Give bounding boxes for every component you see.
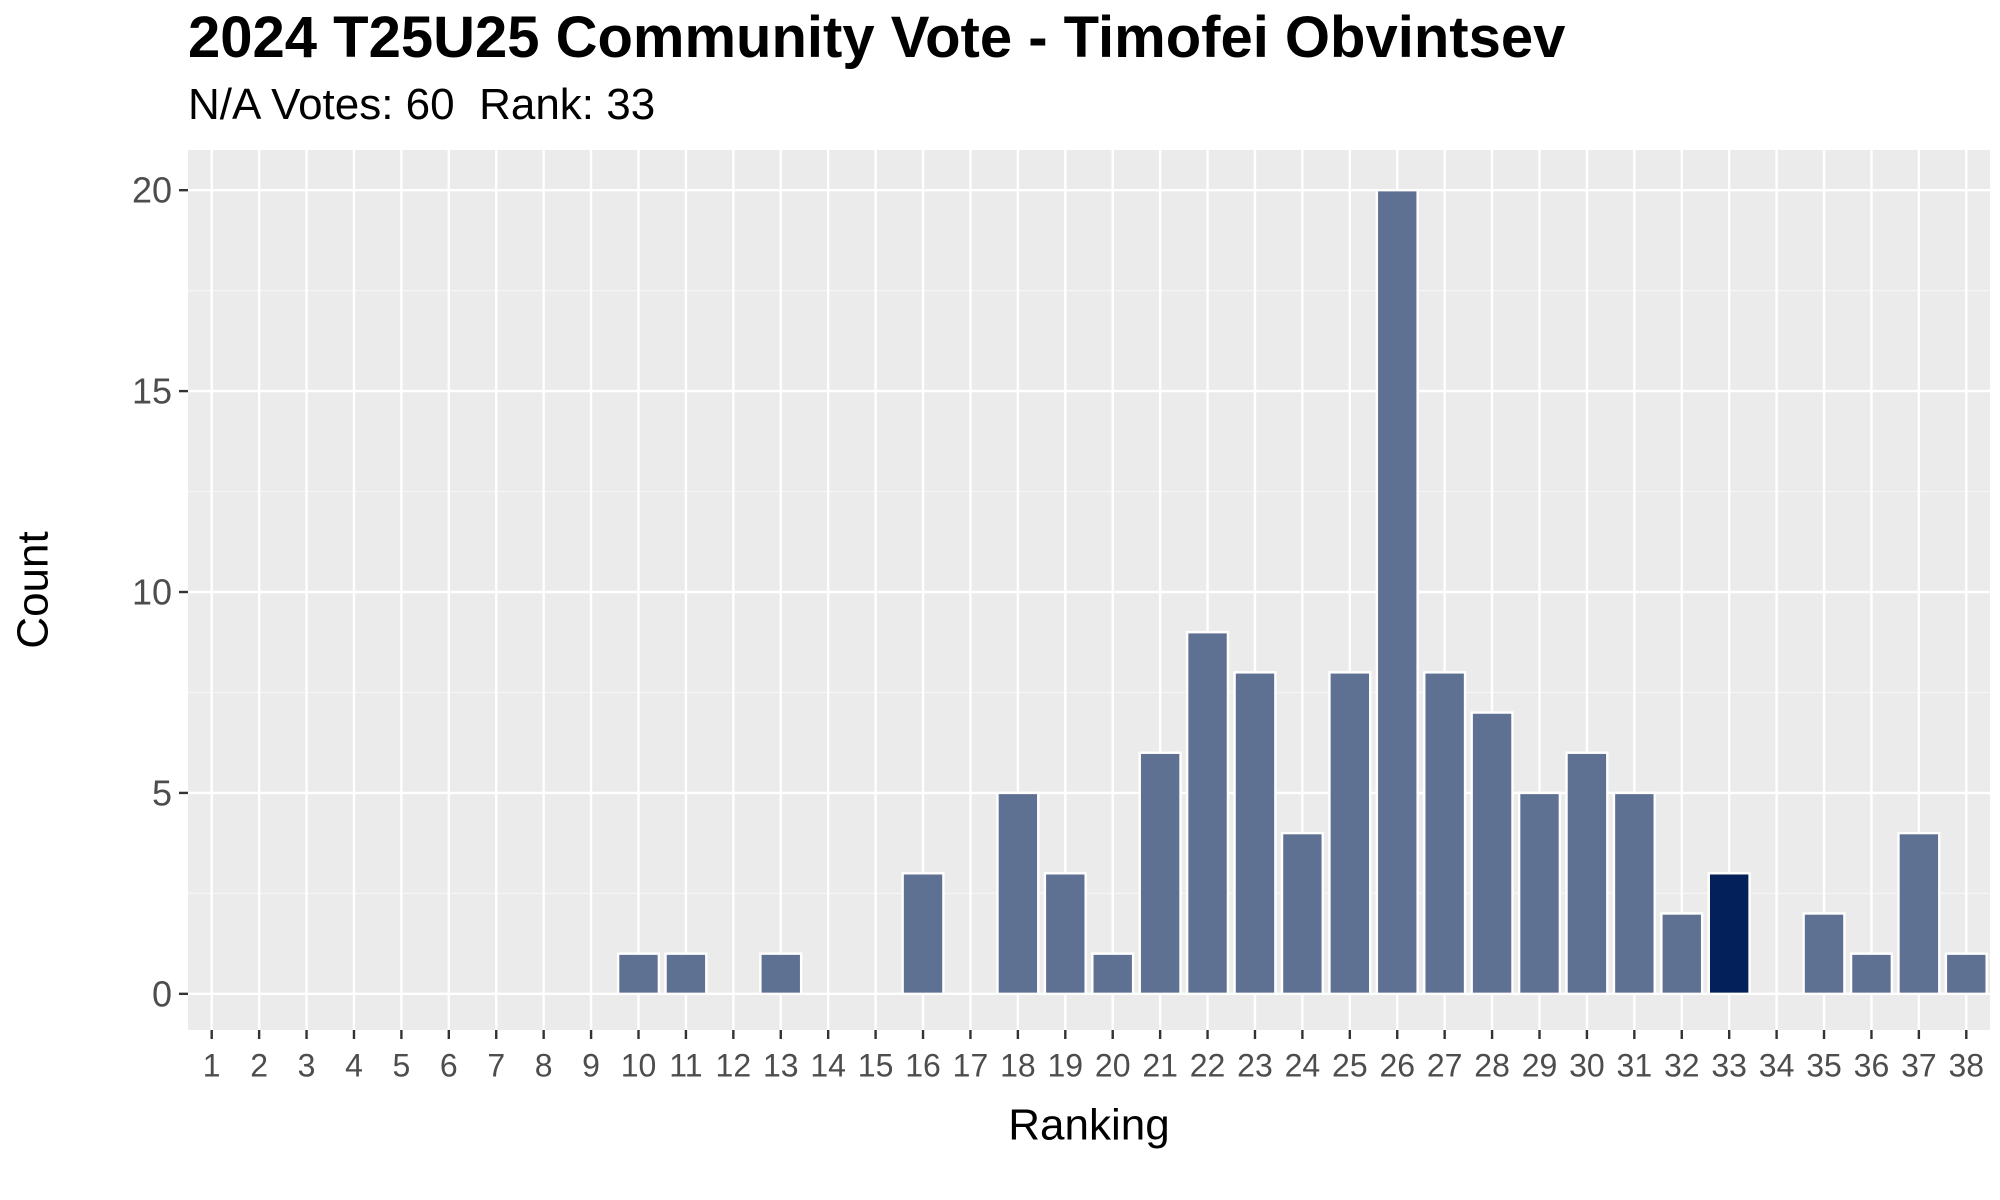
- x-tick-label: 27: [1427, 1047, 1463, 1083]
- y-axis-title: Count: [9, 531, 58, 648]
- x-tick-label: 5: [392, 1047, 410, 1083]
- x-tick-label: 21: [1142, 1047, 1178, 1083]
- x-tick-label: 37: [1901, 1047, 1937, 1083]
- x-tick-label: 24: [1285, 1047, 1321, 1083]
- bar: [1612, 791, 1656, 996]
- bar: [1185, 630, 1230, 996]
- x-tick-label: 10: [621, 1047, 657, 1083]
- x-tick-label: 29: [1522, 1047, 1558, 1083]
- x-tick-label: 17: [953, 1047, 989, 1083]
- bar-highlighted: [1707, 872, 1751, 996]
- bar: [1233, 671, 1277, 996]
- x-tick-label: 22: [1190, 1047, 1226, 1083]
- x-tick-label: 19: [1047, 1047, 1083, 1083]
- plot-panel: [188, 150, 1990, 1030]
- bar: [1043, 872, 1087, 996]
- y-tick-label: 5: [152, 772, 172, 813]
- x-tick-label: 11: [669, 1047, 702, 1083]
- x-axis-ticks: 1 2 3 4 5 6 7 8 9 10 11 12 13 14 15 16 17 18 19 20 21 22 23 24 2…: [203, 1030, 1984, 1083]
- y-axis-ticks: 0 5 10 15 20: [132, 170, 188, 1014]
- chart-title: 2024 T25U25 Community Vote - Timofei Obv…: [188, 5, 1566, 70]
- x-tick-label: 12: [716, 1047, 752, 1083]
- x-tick-label: 34: [1759, 1047, 1795, 1083]
- x-tick-label: 20: [1095, 1047, 1131, 1083]
- y-tick-label: 20: [132, 170, 172, 211]
- bar: [901, 872, 945, 996]
- chart-subtitle: N/A Votes: 60 Rank: 33: [188, 80, 656, 129]
- bar: [996, 791, 1040, 996]
- x-tick-label: 6: [440, 1047, 458, 1083]
- x-tick-label: 28: [1474, 1047, 1510, 1083]
- bar: [1328, 671, 1372, 996]
- y-tick-label: 0: [152, 973, 172, 1014]
- bar: [1565, 751, 1609, 996]
- bar: [1660, 912, 1704, 996]
- x-tick-label: 18: [1000, 1047, 1036, 1083]
- bar: [759, 952, 803, 996]
- x-tick-label: 15: [858, 1047, 894, 1083]
- bar: [1138, 751, 1182, 996]
- x-tick-label: 14: [810, 1047, 846, 1083]
- x-tick-label: 9: [582, 1047, 600, 1083]
- bar: [1470, 711, 1514, 996]
- x-tick-label: 13: [763, 1047, 799, 1083]
- x-tick-label: 8: [535, 1047, 553, 1083]
- bar: [1944, 952, 1988, 996]
- x-tick-label: 7: [487, 1047, 505, 1083]
- y-tick-label: 15: [132, 371, 172, 412]
- x-tick-label: 31: [1617, 1047, 1653, 1083]
- y-tick-label: 10: [132, 572, 172, 613]
- bars: [616, 188, 1988, 996]
- bar: [1091, 952, 1135, 996]
- bar: [1517, 791, 1562, 996]
- bar: [1280, 831, 1324, 996]
- x-axis-title: Ranking: [1008, 1101, 1169, 1150]
- x-tick-label: 32: [1664, 1047, 1700, 1083]
- x-tick-label: 25: [1332, 1047, 1368, 1083]
- x-tick-label: 4: [345, 1047, 363, 1083]
- bar: [1423, 671, 1467, 996]
- major-gridlines: [188, 150, 1990, 1030]
- x-tick-label: 30: [1569, 1047, 1605, 1083]
- x-tick-label: 35: [1806, 1047, 1842, 1083]
- x-tick-label: 23: [1237, 1047, 1273, 1083]
- x-tick-label: 2: [250, 1047, 268, 1083]
- bar: [1375, 188, 1419, 996]
- x-tick-label: 1: [203, 1047, 221, 1083]
- bar: [1802, 912, 1846, 996]
- x-tick-label: 16: [905, 1047, 941, 1083]
- minor-gridlines: [188, 290, 1990, 894]
- x-tick-label: 33: [1711, 1047, 1747, 1083]
- bar: [1897, 831, 1941, 996]
- x-tick-label: 38: [1948, 1047, 1984, 1083]
- x-tick-label: 36: [1854, 1047, 1890, 1083]
- x-tick-label: 26: [1379, 1047, 1415, 1083]
- bar: [1849, 952, 1894, 996]
- bar: [616, 952, 661, 996]
- bar: [664, 952, 708, 996]
- x-tick-label: 3: [298, 1047, 316, 1083]
